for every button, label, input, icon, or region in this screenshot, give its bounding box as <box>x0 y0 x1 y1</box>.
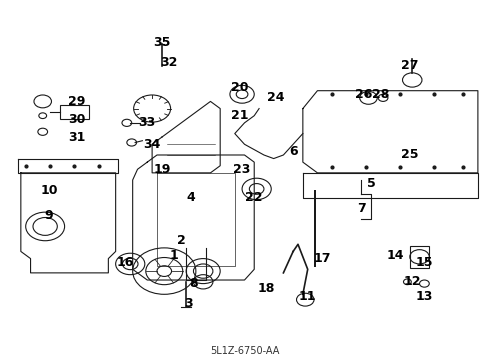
Text: 29: 29 <box>68 95 85 108</box>
Text: 11: 11 <box>298 289 316 303</box>
Text: 5L1Z-6750-AA: 5L1Z-6750-AA <box>209 346 279 356</box>
Text: 14: 14 <box>386 248 403 261</box>
Text: 22: 22 <box>244 192 262 204</box>
Text: 31: 31 <box>68 131 85 144</box>
Text: 24: 24 <box>267 91 285 104</box>
Text: 30: 30 <box>68 113 85 126</box>
Text: 33: 33 <box>138 116 156 129</box>
Text: 16: 16 <box>117 256 134 269</box>
Text: 20: 20 <box>230 81 248 94</box>
Bar <box>409 246 428 267</box>
Text: 3: 3 <box>184 297 192 310</box>
Text: 28: 28 <box>371 88 388 101</box>
Text: 10: 10 <box>40 184 58 197</box>
Text: 19: 19 <box>153 163 170 176</box>
Text: 4: 4 <box>186 192 195 204</box>
Bar <box>60 105 89 119</box>
Text: 23: 23 <box>233 163 250 176</box>
Text: 25: 25 <box>400 148 418 162</box>
Text: 9: 9 <box>44 209 53 222</box>
Text: 35: 35 <box>153 36 170 49</box>
Text: 13: 13 <box>415 289 432 303</box>
Text: 2: 2 <box>177 234 185 247</box>
Text: 5: 5 <box>366 177 374 190</box>
Text: 15: 15 <box>415 256 432 269</box>
Text: 7: 7 <box>356 202 365 215</box>
Text: 17: 17 <box>313 252 330 265</box>
Text: 12: 12 <box>403 275 420 288</box>
Text: 21: 21 <box>230 109 248 122</box>
Text: 6: 6 <box>288 145 297 158</box>
Text: 27: 27 <box>400 59 418 72</box>
Text: 32: 32 <box>160 55 178 69</box>
Text: 1: 1 <box>169 248 178 261</box>
Text: 34: 34 <box>143 138 161 151</box>
Text: 8: 8 <box>189 277 197 290</box>
Text: 18: 18 <box>257 283 275 296</box>
Text: 26: 26 <box>354 88 371 101</box>
